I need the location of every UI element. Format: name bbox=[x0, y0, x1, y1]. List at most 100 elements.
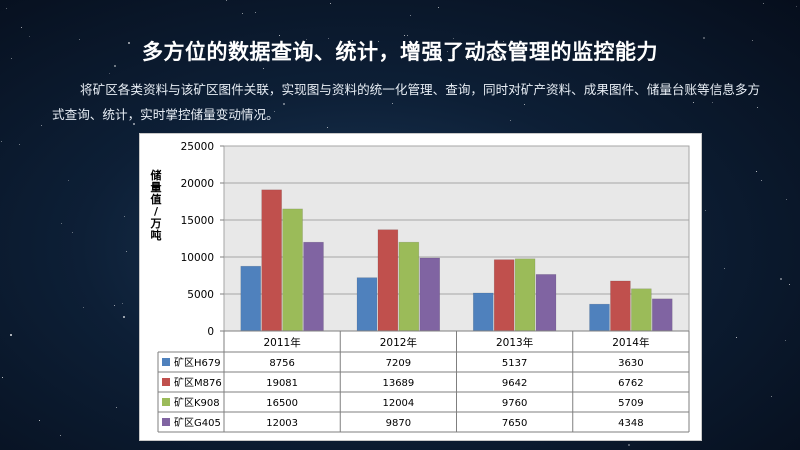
star bbox=[128, 42, 130, 44]
data-label: 9870 bbox=[386, 418, 411, 429]
bar bbox=[610, 280, 631, 332]
star bbox=[378, 41, 379, 42]
star bbox=[763, 3, 764, 4]
star bbox=[452, 55, 453, 56]
data-label: 19081 bbox=[266, 378, 298, 389]
star bbox=[263, 68, 264, 69]
legend-label: 矿区H679 bbox=[174, 356, 221, 369]
star bbox=[467, 59, 468, 60]
data-label: 16500 bbox=[266, 398, 298, 409]
star bbox=[122, 303, 123, 304]
bar bbox=[535, 274, 557, 332]
star bbox=[524, 104, 525, 105]
bar bbox=[651, 298, 673, 332]
x-tick-label: 2013年 bbox=[496, 336, 533, 349]
star bbox=[1, 141, 2, 142]
star bbox=[2, 377, 3, 378]
star bbox=[123, 316, 125, 318]
star bbox=[392, 103, 393, 104]
data-label: 7650 bbox=[502, 418, 527, 429]
data-label: 9760 bbox=[502, 398, 527, 409]
star bbox=[757, 107, 758, 108]
star bbox=[124, 216, 125, 217]
star bbox=[68, 180, 69, 181]
star bbox=[116, 407, 117, 408]
data-label: 9642 bbox=[502, 378, 527, 389]
x-tick-label: 2012年 bbox=[380, 336, 417, 349]
star bbox=[109, 73, 110, 74]
y-axis-label-char: 万 bbox=[150, 217, 162, 230]
star bbox=[761, 180, 762, 181]
legend-key bbox=[162, 358, 170, 366]
bar bbox=[472, 292, 494, 332]
star bbox=[796, 6, 797, 7]
star bbox=[785, 340, 786, 341]
y-tick-label: 0 bbox=[207, 326, 214, 338]
y-tick-label: 25000 bbox=[181, 141, 214, 153]
page-title: 多方位的数据查询、统计，增强了动态管理的监控能力 bbox=[142, 40, 658, 64]
bar bbox=[240, 265, 262, 332]
star bbox=[628, 444, 630, 446]
data-label: 7209 bbox=[386, 358, 411, 369]
star bbox=[693, 102, 694, 103]
bar bbox=[282, 208, 303, 332]
star bbox=[274, 111, 275, 112]
y-axis-label-char: 储 bbox=[150, 169, 162, 182]
star bbox=[79, 39, 80, 40]
star bbox=[242, 13, 243, 14]
star bbox=[19, 144, 20, 145]
legend-label: 矿区M876 bbox=[174, 376, 222, 389]
star bbox=[114, 305, 115, 306]
data-label: 6762 bbox=[618, 378, 643, 389]
star bbox=[771, 396, 772, 397]
star bbox=[327, 127, 328, 128]
data-label: 4348 bbox=[618, 418, 643, 429]
legend-label: 矿区G405 bbox=[174, 416, 221, 429]
star bbox=[60, 435, 61, 436]
star bbox=[83, 307, 84, 308]
star bbox=[724, 268, 725, 269]
chart-panel: 储量值 / 万吨 0 5000 10000 15000 20000 25000 2011年 201… bbox=[139, 133, 702, 441]
star bbox=[39, 420, 40, 421]
legend-key bbox=[162, 398, 170, 406]
star bbox=[752, 40, 753, 41]
star bbox=[453, 38, 454, 39]
star bbox=[736, 337, 737, 338]
star bbox=[438, 7, 439, 8]
star bbox=[61, 223, 62, 224]
star bbox=[705, 210, 706, 211]
star bbox=[786, 199, 787, 200]
star bbox=[330, 3, 331, 4]
star bbox=[114, 65, 116, 67]
y-tick-label: 20000 bbox=[181, 178, 214, 190]
data-label: 5709 bbox=[618, 398, 643, 409]
legend-key bbox=[162, 378, 170, 386]
legend-label: 矿区K908 bbox=[174, 396, 220, 409]
star bbox=[195, 54, 197, 56]
data-label: 8756 bbox=[269, 358, 294, 369]
star bbox=[780, 278, 782, 280]
star bbox=[11, 58, 12, 59]
star bbox=[283, 103, 285, 105]
bar bbox=[303, 241, 324, 332]
star bbox=[410, 15, 411, 16]
page-description: 将矿区各类资料与该矿区图件关联，实现图与资料的统一化管理、查询，同时对矿产资料、… bbox=[52, 82, 761, 122]
bar bbox=[493, 259, 515, 332]
bar bbox=[398, 241, 420, 332]
star bbox=[789, 284, 790, 285]
y-tick-label: 5000 bbox=[187, 289, 214, 301]
star bbox=[756, 171, 757, 172]
y-axis-label-char: 量 bbox=[150, 181, 162, 194]
bar bbox=[514, 258, 536, 332]
bar bbox=[356, 277, 378, 332]
star bbox=[306, 39, 307, 40]
legend-key bbox=[162, 418, 170, 426]
star bbox=[10, 334, 12, 336]
star bbox=[133, 123, 135, 125]
star bbox=[199, 108, 200, 109]
star bbox=[21, 27, 22, 28]
bar bbox=[419, 257, 441, 332]
star bbox=[503, 41, 504, 42]
star bbox=[328, 38, 329, 39]
bar bbox=[589, 303, 610, 332]
